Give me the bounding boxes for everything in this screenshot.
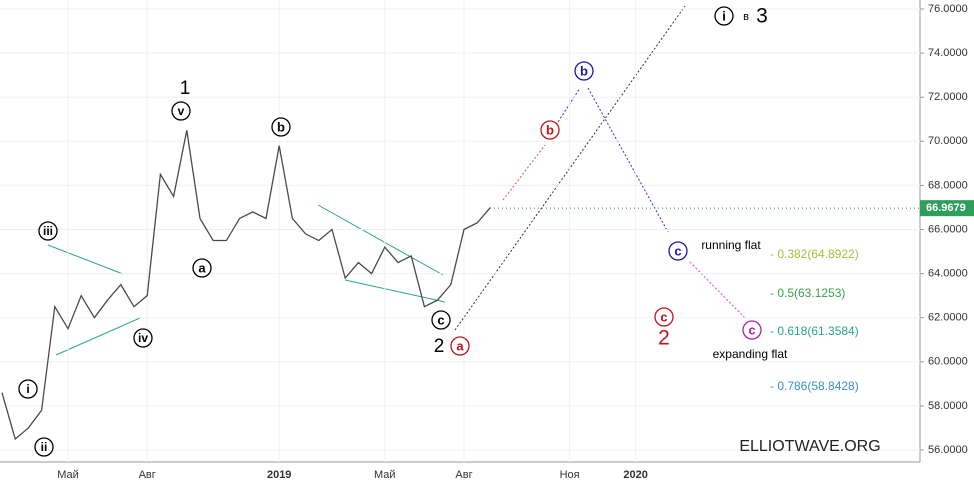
annotation: v bbox=[178, 104, 185, 118]
y-tick-label: 70.0000 bbox=[928, 135, 968, 147]
annotation: a bbox=[198, 260, 206, 275]
y-tick-label: 74.0000 bbox=[928, 47, 968, 59]
annotation: i bbox=[722, 8, 726, 23]
wave-circle bbox=[450, 336, 470, 356]
wave-circle bbox=[171, 101, 191, 121]
annotation: 2 bbox=[434, 336, 445, 357]
annotation: running flat bbox=[701, 238, 761, 252]
annotation: expanding flat bbox=[713, 347, 788, 361]
y-tick-label: 64.0000 bbox=[928, 268, 968, 280]
annotation: c bbox=[674, 243, 681, 258]
y-tick-label: 62.0000 bbox=[928, 312, 968, 324]
annotation: - 0.786(58.8428) bbox=[770, 379, 859, 393]
wave-circle bbox=[271, 117, 291, 137]
y-tick-label: 60.0000 bbox=[928, 356, 968, 368]
annotation: b bbox=[580, 63, 588, 78]
forecast-line bbox=[555, 87, 581, 126]
annotation: iv bbox=[138, 331, 148, 345]
x-tick-label: Май bbox=[57, 469, 79, 481]
annotation: c bbox=[748, 322, 755, 337]
annotation: 2 bbox=[658, 327, 670, 350]
wave-circle bbox=[668, 241, 688, 261]
last-price-label: 66.9679 bbox=[926, 202, 966, 214]
trend-line bbox=[55, 317, 141, 356]
wave-circle bbox=[34, 437, 54, 457]
annotation: b bbox=[277, 119, 285, 134]
wave-circle bbox=[714, 6, 734, 26]
price-line bbox=[1, 130, 491, 441]
wave-circle bbox=[18, 379, 38, 399]
trend-line bbox=[47, 244, 124, 275]
wave-circle bbox=[431, 310, 451, 330]
trend-line bbox=[317, 204, 444, 276]
annotation: a bbox=[456, 338, 464, 353]
wave-circle bbox=[192, 258, 212, 278]
annotation: - 0.5(63.1253) bbox=[770, 286, 845, 300]
annotation: iii bbox=[43, 224, 53, 238]
annotation: ELLIOTWAVE.ORG bbox=[739, 438, 880, 455]
forecast-line bbox=[689, 261, 746, 319]
last-price-box bbox=[920, 200, 974, 217]
annotation: i bbox=[26, 382, 29, 396]
y-tick-label: 76.0000 bbox=[928, 3, 968, 15]
y-tick-label: 56.0000 bbox=[928, 444, 968, 456]
wave-circle bbox=[742, 320, 762, 340]
y-tick-label: 58.0000 bbox=[928, 400, 968, 412]
annotation: ii bbox=[41, 440, 48, 454]
x-tick-label: Авг bbox=[139, 469, 156, 481]
y-tick-label: 68.0000 bbox=[928, 179, 968, 191]
annotation: в bbox=[743, 11, 749, 23]
x-tick-label: Май bbox=[374, 469, 396, 481]
wave-circle bbox=[574, 61, 594, 81]
trend-line bbox=[344, 279, 446, 303]
x-tick-label: 2020 bbox=[623, 469, 647, 481]
y-tick-label: 72.0000 bbox=[928, 91, 968, 103]
annotation: b bbox=[546, 122, 554, 137]
wave-circle bbox=[654, 307, 674, 327]
wave-circle bbox=[540, 120, 560, 140]
wave-circle bbox=[133, 328, 153, 348]
x-tick-label: Ноя bbox=[560, 469, 580, 481]
annotation: - 0.618(61.3584) bbox=[770, 324, 859, 338]
y-tick-label: 66.0000 bbox=[928, 223, 968, 235]
x-tick-label: Авг bbox=[455, 469, 472, 481]
annotation: c bbox=[437, 312, 444, 327]
x-tick-label: 2019 bbox=[267, 469, 291, 481]
wave-circle bbox=[38, 221, 58, 241]
forecast-line bbox=[502, 144, 546, 201]
annotation: 1 bbox=[180, 78, 191, 99]
annotation: 3 bbox=[756, 5, 768, 28]
annotation: - 0.382(64.8922) bbox=[770, 247, 859, 261]
annotation: c bbox=[660, 309, 667, 324]
